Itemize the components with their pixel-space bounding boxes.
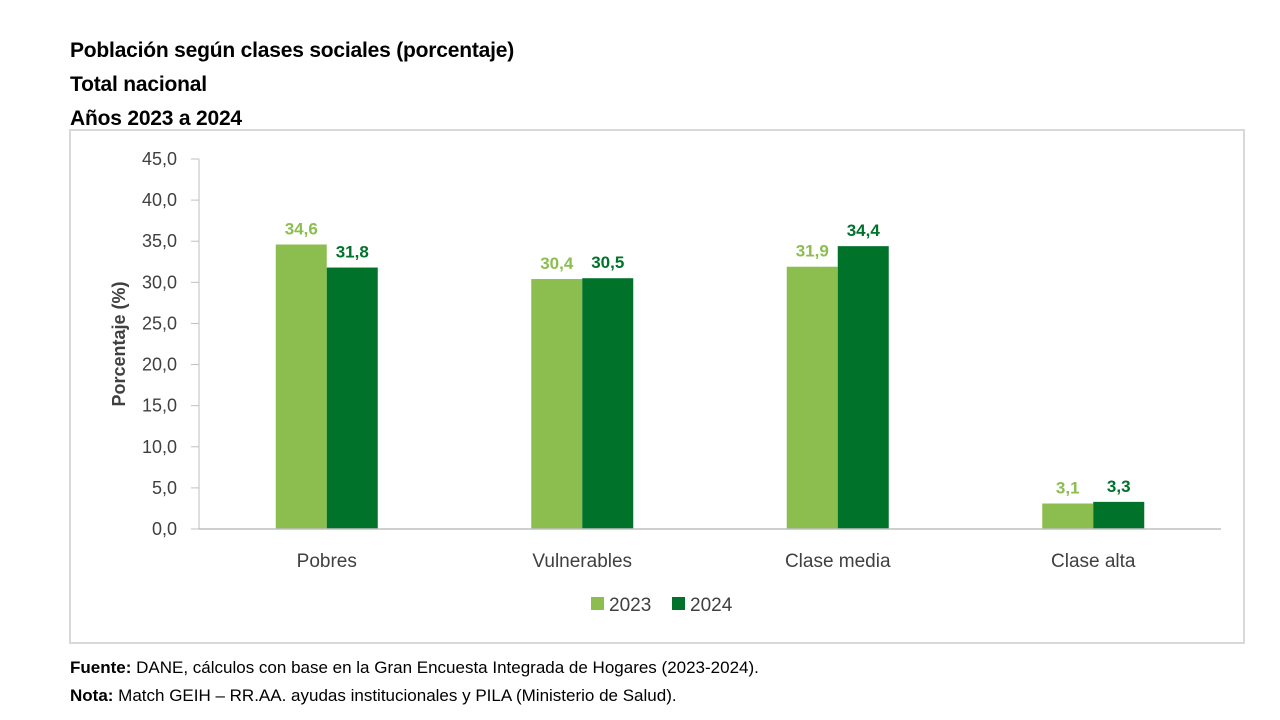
y-tick-label: 15,0 xyxy=(142,396,177,416)
legend-label-2023: 2023 xyxy=(609,595,651,616)
data-label-2023: 34,6 xyxy=(285,220,318,239)
bar-chart: 0,0 5,0 10,0 15,0 20,0 25,0 30,0 35,0 40,0 45,0 Po… xyxy=(109,149,1221,616)
y-tick-label: 45,0 xyxy=(142,149,177,169)
bar-2023 xyxy=(1042,503,1094,529)
y-tick-label: 35,0 xyxy=(142,231,177,251)
legend-swatch-2023 xyxy=(591,597,604,610)
legend-label-2024: 2024 xyxy=(690,595,733,616)
data-label-2024: 3,3 xyxy=(1107,477,1131,496)
y-tick-label: 10,0 xyxy=(142,437,177,457)
x-tick-label: Pobres xyxy=(297,551,357,572)
x-axis: Pobres Vulnerables Clase media Clase alta xyxy=(199,528,1221,572)
y-tick-label: 25,0 xyxy=(142,313,177,333)
x-tick-label: Clase alta xyxy=(1051,551,1136,572)
data-label-2023: 3,1 xyxy=(1056,479,1080,498)
chart-title-block: Población según clases sociales (porcent… xyxy=(70,34,514,136)
y-tick-label: 20,0 xyxy=(142,355,177,375)
data-label-2023: 30,4 xyxy=(540,254,574,273)
legend-swatch-2024 xyxy=(672,597,685,610)
source-text: DANE, cálculos con base en la Gran Encue… xyxy=(131,658,759,677)
y-tick-label: 0,0 xyxy=(152,519,177,539)
chart-frame: 0,0 5,0 10,0 15,0 20,0 25,0 30,0 35,0 40,0 45,0 Po… xyxy=(69,129,1245,644)
bars: 34,6 31,8 30,4 30,5 31,9 34,4 3,1 3,3 xyxy=(275,220,1145,529)
data-label-2024: 34,4 xyxy=(847,221,881,240)
chart-subtitle-scope: Total nacional xyxy=(70,73,207,96)
x-tick-label: Vulnerables xyxy=(532,551,632,572)
chart-subtitle-years: Años 2023 a 2024 xyxy=(70,107,242,130)
bar-2023 xyxy=(531,279,583,529)
data-label-2024: 30,5 xyxy=(591,253,624,272)
source-note: Fuente: DANE, cálculos con base en la Gr… xyxy=(70,654,759,682)
footer-notes: Fuente: DANE, cálculos con base en la Gr… xyxy=(70,654,759,710)
bar-2023 xyxy=(786,266,838,529)
bar-2024 xyxy=(1093,501,1145,529)
bar-2024 xyxy=(582,278,634,529)
chart-title: Población según clases sociales (porcent… xyxy=(70,39,515,62)
data-label-2024: 31,8 xyxy=(336,243,369,262)
bar-2024 xyxy=(837,246,889,529)
x-tick-label: Clase media xyxy=(785,551,891,572)
y-tick-label: 40,0 xyxy=(142,190,177,210)
y-axis-title: Porcentaje (%) xyxy=(109,281,129,406)
y-tick-label: 30,0 xyxy=(142,272,177,292)
note-label: Nota: xyxy=(70,686,114,705)
legend: 2023 2024 xyxy=(591,595,733,616)
y-tick-label: 5,0 xyxy=(152,478,177,498)
y-axis: 0,0 5,0 10,0 15,0 20,0 25,0 30,0 35,0 40,0 45,0 Po… xyxy=(109,149,200,539)
source-label: Fuente: xyxy=(70,658,132,677)
bar-2023 xyxy=(275,244,327,529)
bar-2024 xyxy=(326,267,378,529)
note: Nota: Match GEIH – RR.AA. ayudas institu… xyxy=(70,682,759,710)
data-label-2023: 31,9 xyxy=(796,242,829,261)
note-text: Match GEIH – RR.AA. ayudas institucional… xyxy=(113,686,677,705)
